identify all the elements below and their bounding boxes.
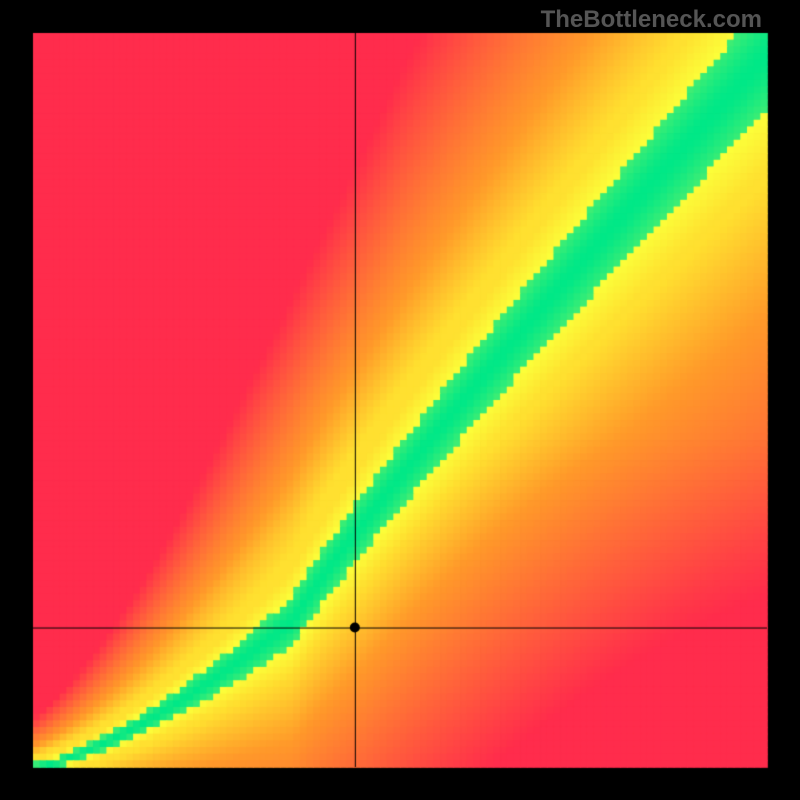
chart-container: TheBottleneck.com [0, 0, 800, 800]
bottleneck-heatmap [0, 0, 800, 800]
watermark-text: TheBottleneck.com [541, 6, 762, 34]
